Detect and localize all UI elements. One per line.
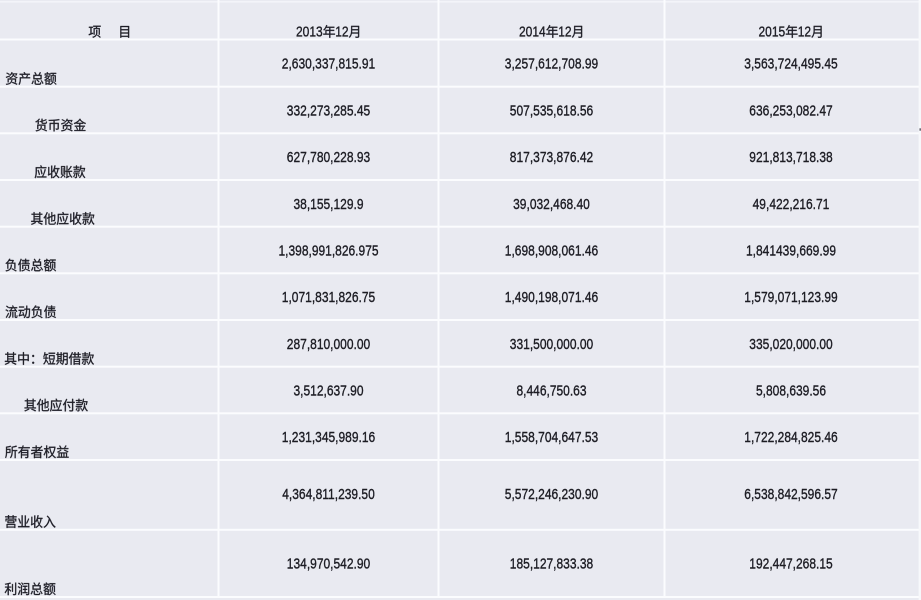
svg-text:507,535,618.56: 507,535,618.56 <box>510 102 593 119</box>
svg-text:5,808,639.56: 5,808,639.56 <box>756 382 826 399</box>
svg-text:6,538,842,596.57: 6,538,842,596.57 <box>744 486 837 503</box>
svg-text:1,558,704,647.53: 1,558,704,647.53 <box>505 429 598 446</box>
svg-text:332,273,285.45: 332,273,285.45 <box>287 102 370 119</box>
svg-text:134,970,542.90: 134,970,542.90 <box>287 555 371 572</box>
svg-text:39,032,468.40: 39,032,468.40 <box>513 196 590 213</box>
svg-text:4,364,811,239.50: 4,364,811,239.50 <box>282 486 375 503</box>
svg-text:627,780,228.93: 627,780,228.93 <box>287 149 370 166</box>
svg-text:335,020,000.00: 335,020,000.00 <box>749 336 833 353</box>
svg-text:1,490,198,071.46: 1,490,198,071.46 <box>505 289 598 306</box>
svg-text:2,630,337,815.91: 2,630,337,815.91 <box>282 55 375 72</box>
svg-text:5,572,246,230.90: 5,572,246,230.90 <box>505 486 599 503</box>
svg-text:12: 12 <box>558 24 571 40</box>
svg-text:3,563,724,495.45: 3,563,724,495.45 <box>744 55 837 72</box>
svg-text:185,127,833.38: 185,127,833.38 <box>510 555 593 572</box>
svg-text:8,446,750.63: 8,446,750.63 <box>516 382 586 399</box>
svg-text:12: 12 <box>335 24 348 40</box>
svg-text:3,257,612,708.99: 3,257,612,708.99 <box>505 55 598 72</box>
svg-text:331,500,000.00: 331,500,000.00 <box>510 336 594 353</box>
svg-text:1,722,284,825.46: 1,722,284,825.46 <box>744 429 837 446</box>
svg-text:1,841439,669.99: 1,841439,669.99 <box>746 242 836 259</box>
svg-text:2013: 2013 <box>296 24 323 40</box>
svg-text:1,579,071,123.99: 1,579,071,123.99 <box>744 289 837 306</box>
svg-text:2015: 2015 <box>759 24 786 40</box>
svg-text:287,810,000.00: 287,810,000.00 <box>287 336 371 353</box>
svg-text:1,398,991,826.975: 1,398,991,826.975 <box>278 242 378 259</box>
svg-text:1,071,831,826.75: 1,071,831,826.75 <box>282 289 375 306</box>
svg-text:1,698,908,061.46: 1,698,908,061.46 <box>505 242 598 259</box>
svg-text:49,422,216.71: 49,422,216.71 <box>753 196 830 213</box>
svg-text:2014: 2014 <box>519 24 546 40</box>
svg-text:921,813,718.38: 921,813,718.38 <box>749 149 832 166</box>
svg-text:817,373,876.42: 817,373,876.42 <box>510 149 593 166</box>
svg-text:1,231,345,989.16: 1,231,345,989.16 <box>282 429 375 446</box>
svg-text:636,253,082.47: 636,253,082.47 <box>749 102 832 119</box>
svg-text:38,155,129.9: 38,155,129.9 <box>293 196 363 213</box>
svg-text:3,512,637.90: 3,512,637.90 <box>293 382 363 399</box>
svg-text:192,447,268.15: 192,447,268.15 <box>749 555 832 572</box>
svg-text:12: 12 <box>798 24 811 40</box>
